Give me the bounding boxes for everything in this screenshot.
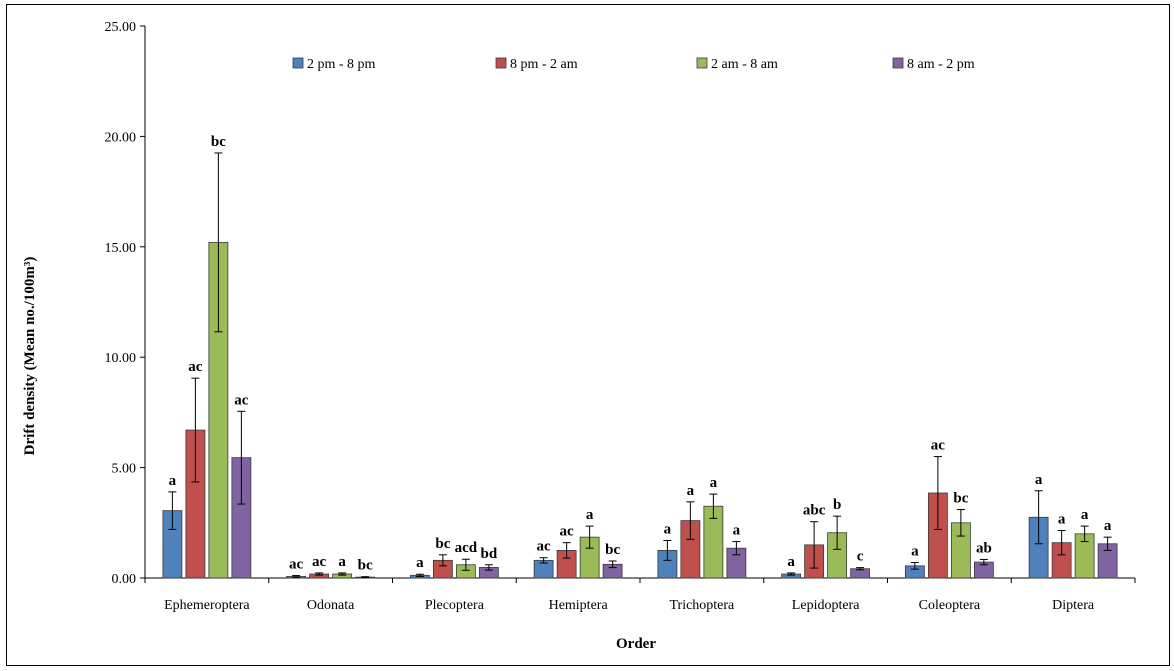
significance-label: ac: [188, 359, 203, 375]
x-category-label: Lepidoptera: [792, 598, 860, 613]
significance-label: bc: [211, 134, 226, 150]
y-tick-label: 10.00: [105, 351, 137, 366]
y-tick-label: 25.00: [105, 20, 137, 35]
x-axis: Ephemeroptera Odonata Plecoptera Hemiptera T…: [144, 577, 1136, 613]
significance-label: bc: [358, 558, 373, 574]
x-category-label: Ephemeroptera: [164, 598, 250, 613]
legend-swatch: [696, 57, 708, 69]
y-tick-label: 0.00: [112, 572, 137, 587]
significance-label: a: [710, 475, 718, 491]
significance-label: bc: [605, 542, 620, 558]
significance-label: ab: [976, 540, 992, 556]
y-axis: 0.00 5.00 10.00 15.00 20.00 25.00: [105, 20, 146, 587]
significance-label: a: [687, 483, 695, 499]
significance-label: c: [857, 549, 864, 565]
significance-label: a: [338, 554, 346, 570]
legend-swatch: [892, 57, 904, 69]
x-category-label: Odonata: [307, 598, 355, 613]
significance-label: ac: [289, 557, 304, 573]
significance-label: a: [733, 523, 741, 539]
legend-label: 2 am - 8 am: [711, 57, 778, 72]
significance-label: a: [586, 507, 594, 523]
significance-label: abc: [803, 503, 826, 519]
x-axis-title: Order: [616, 636, 656, 652]
legend-swatch: [495, 57, 507, 69]
significance-label: ac: [537, 539, 552, 555]
significance-label: acd: [455, 540, 478, 556]
significance-label: ac: [931, 438, 946, 454]
x-category-label: Diptera: [1052, 598, 1095, 613]
significance-label: a: [664, 521, 672, 537]
x-category-label: Trichoptera: [669, 598, 735, 613]
significance-label: a: [911, 544, 919, 560]
significance-label: a: [169, 473, 177, 489]
y-tick-label: 15.00: [105, 241, 137, 256]
significance-label: a: [1104, 518, 1112, 534]
x-category-label: Plecoptera: [425, 598, 485, 613]
significance-label: a: [1035, 472, 1043, 488]
y-tick-label: 5.00: [112, 462, 137, 477]
significance-label: a: [787, 554, 795, 570]
significance-label: a: [1058, 512, 1066, 528]
significance-label: ac: [312, 554, 327, 570]
x-category-label: Hemiptera: [549, 598, 609, 613]
legend-label: 8 pm - 2 am: [510, 57, 578, 72]
legend: 2 pm - 8 pm 8 pm - 2 am 2 am - 8 am 8 am - …: [292, 57, 975, 72]
significance-label: bc: [435, 536, 450, 552]
x-category-label: Coleoptera: [919, 598, 981, 613]
legend-swatch: [292, 57, 304, 69]
significance-label: bc: [953, 491, 968, 507]
significance-label: b: [833, 497, 841, 513]
legend-label: 8 am - 2 pm: [907, 57, 975, 72]
significance-label: a: [416, 555, 424, 571]
legend-label: 2 pm - 8 pm: [307, 57, 376, 72]
significance-label: ac: [560, 524, 575, 540]
y-tick-label: 20.00: [105, 130, 137, 145]
significance-label: bd: [481, 546, 498, 562]
significance-label: a: [1081, 507, 1089, 523]
y-axis-title: Drift density (Mean no./100m³): [22, 257, 38, 456]
significance-label: ac: [234, 392, 249, 408]
